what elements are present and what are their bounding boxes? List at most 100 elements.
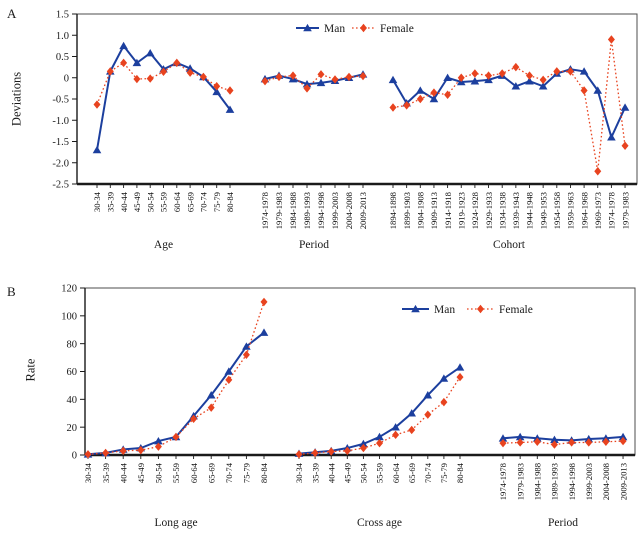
man-triangle-marker: [443, 73, 452, 82]
female-diamond-marker: [430, 88, 438, 97]
x-tick-label-cohort: 1974-1978: [607, 192, 617, 229]
y-tick-label: -1.5: [52, 137, 69, 148]
female-diamond-marker: [160, 67, 167, 76]
female-diamond-marker: [173, 58, 181, 68]
x-tick-label-cohort: 1944-1948: [525, 192, 535, 229]
legend-label-female: Female: [499, 304, 533, 316]
female-diamond-marker: [539, 75, 547, 85]
x-tick-label-cross-age: 70-74: [423, 462, 433, 483]
man-triangle-marker: [593, 86, 603, 94]
x-tick-label-period: 1979-1983: [274, 192, 284, 229]
man-triangle-marker: [212, 87, 221, 96]
x-tick-label-period: 1994-1998: [567, 463, 577, 500]
x-tick-label-cohort: 1899-1903: [402, 192, 412, 229]
man-triangle-marker: [515, 432, 525, 441]
x-tick-label-cohort: 1939-1943: [511, 192, 521, 229]
female-diamond-marker: [225, 375, 233, 385]
female-diamond-marker: [568, 438, 576, 447]
x-tick-label-cross-age: 65-69: [407, 463, 417, 483]
man-triangle-marker: [498, 434, 508, 442]
group-label-age: Age: [154, 239, 173, 251]
x-tick-label-age: 60-64: [172, 191, 182, 212]
x-tick-label-cohort: 1964-1968: [579, 192, 589, 229]
x-tick-label-cross-age: 35-39: [310, 463, 320, 483]
x-tick-label-long-age: 50-54: [154, 462, 164, 483]
x-tick-label-age: 45-49: [132, 192, 142, 212]
female-diamond-marker: [498, 69, 506, 78]
x-tick-label-age: 80-84: [225, 191, 235, 212]
female-diamond-marker: [311, 448, 319, 458]
x-tick-label-cohort: 1894-1898: [388, 192, 398, 229]
female-diamond-marker: [317, 70, 325, 79]
female-diamond-marker: [289, 71, 297, 80]
x-tick-label-period: 1999-2003: [330, 192, 340, 229]
y-tick-label: 0: [72, 451, 77, 462]
female-diamond-marker: [106, 67, 114, 76]
female-diamond-marker: [512, 62, 520, 72]
x-tick-label-period: 1979-1983: [515, 463, 525, 500]
female-diamond-marker: [327, 447, 335, 456]
panel-b-letter: B: [7, 284, 16, 299]
female-diamond-marker: [619, 436, 627, 446]
x-tick-label-long-age: 45-49: [136, 463, 146, 483]
female-diamond-marker: [207, 403, 215, 412]
female-diamond-marker: [345, 72, 353, 82]
x-tick-label-period: 1974-1978: [260, 192, 270, 229]
x-tick-label-cohort: 1949-1953: [538, 192, 548, 229]
female-diamond-marker: [133, 74, 141, 84]
y-tick-label: 0: [64, 73, 69, 84]
female-diamond-marker: [566, 67, 574, 76]
y-tick-label: -0.5: [52, 95, 69, 106]
x-tick-label-period: 1984-1988: [288, 192, 298, 229]
female-diamond-marker: [172, 432, 180, 442]
female-diamond-marker: [213, 82, 221, 91]
man-triangle-marker: [439, 374, 449, 382]
x-tick-label-long-age: 30-34: [83, 462, 93, 483]
y-tick-label: -1.0: [52, 116, 69, 127]
man-triangle-marker: [455, 363, 465, 371]
x-tick-label-cross-age: 60-64: [391, 462, 401, 483]
x-tick-label-cross-age: 30-34: [294, 462, 304, 483]
x-tick-label-long-age: 55-59: [171, 463, 181, 483]
x-tick-label-long-age: 80-84: [259, 462, 269, 483]
female-diamond-marker: [602, 437, 610, 446]
female-diamond-marker: [621, 141, 629, 150]
x-tick-label-cohort: 1914-1918: [443, 192, 453, 229]
panel-b-chart: 120 100 80 60 40 20 0 30-34 35-39 40-44 45-49 50-54…: [61, 284, 636, 529]
panel-a: A Deviations 1.5 1.0 0.5 0 -0.5 -1.0 -1.5 -2.0-…: [7, 6, 638, 251]
x-tick-label-cohort: 1954-1958: [552, 192, 562, 229]
group-label-long-age: Long age: [154, 517, 197, 529]
x-tick-label-cohort: 1969-1973: [593, 192, 603, 229]
man-triangle-marker: [185, 64, 195, 72]
y-tick-label: 60: [67, 367, 78, 378]
female-diamond-marker: [526, 71, 533, 80]
group-label-period: Period: [548, 517, 578, 529]
man-triangle-marker: [470, 77, 480, 85]
x-tick-label-period: 1999-2003: [584, 463, 594, 500]
man-triangle-marker: [538, 82, 548, 90]
group-label-cohort: Cohort: [493, 239, 526, 251]
man-triangle-marker: [391, 423, 400, 431]
man-triangle-marker: [92, 145, 102, 154]
female-diamond-marker: [471, 69, 479, 78]
x-tick-label-cohort: 1919-1923: [456, 192, 466, 229]
man-triangle-marker: [388, 75, 398, 84]
x-tick-label-age: 50-54: [145, 191, 155, 212]
age-man-line: [96, 44, 231, 151]
x-tick-label-age: 75-79: [212, 192, 222, 212]
female-diamond-marker: [550, 440, 558, 449]
female-diamond-marker: [376, 438, 383, 448]
panel-a-letter: A: [7, 6, 17, 21]
female-diamond-marker: [408, 425, 416, 435]
man-triangle-marker: [359, 439, 368, 448]
y-tick-label: 40: [67, 395, 78, 406]
female-diamond-marker: [485, 71, 493, 80]
x-tick-label-long-age: 75-79: [242, 463, 252, 483]
x-tick-label-cross-age: 45-49: [343, 463, 353, 483]
man-triangle-marker: [375, 432, 384, 441]
female-diamond-marker: [457, 73, 465, 82]
x-tick-label-period: 2004-2008: [601, 463, 611, 500]
man-triangle-marker: [620, 103, 630, 111]
man-triangle-marker: [423, 391, 433, 399]
female-diamond-marker: [146, 74, 154, 83]
